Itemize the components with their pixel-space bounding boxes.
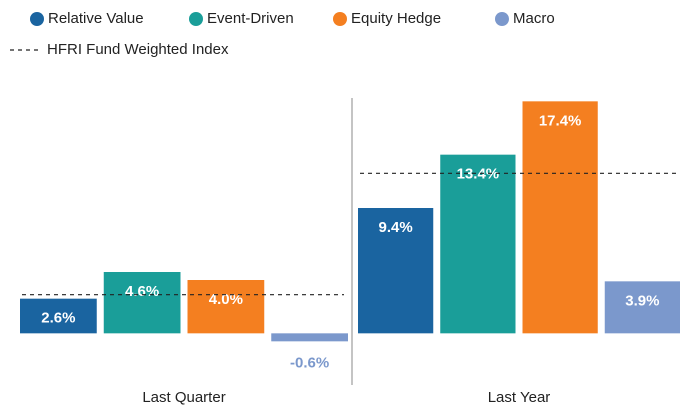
value-label: 4.0% [209, 291, 243, 308]
value-label: 9.4% [379, 219, 413, 236]
value-label: 3.9% [625, 292, 659, 309]
value-label: 2.6% [41, 310, 75, 327]
bar [440, 154, 516, 334]
value-label: 4.6% [125, 283, 159, 300]
legend-label: HFRI Fund Weighted Index [47, 41, 229, 58]
value-label: 17.4% [539, 112, 582, 129]
x-tick-label: Last Year [488, 389, 551, 406]
bar [103, 272, 181, 334]
legend-swatch [30, 12, 44, 26]
legend-label: Equity Hedge [351, 10, 441, 27]
bar [187, 280, 265, 334]
legend-label: Relative Value [48, 10, 144, 27]
legend-swatch [495, 12, 509, 26]
legend-label: Macro [513, 10, 555, 27]
bar [522, 101, 598, 334]
value-label: -0.6% [290, 354, 329, 371]
bar [20, 298, 97, 334]
value-label: 13.4% [457, 166, 500, 183]
legend-swatch [189, 12, 203, 26]
legend-label: Event-Driven [207, 10, 294, 27]
x-tick-label: Last Quarter [142, 389, 225, 406]
bar [358, 208, 434, 334]
legend-swatch [333, 12, 347, 26]
bar [604, 281, 680, 334]
bar [271, 333, 348, 342]
